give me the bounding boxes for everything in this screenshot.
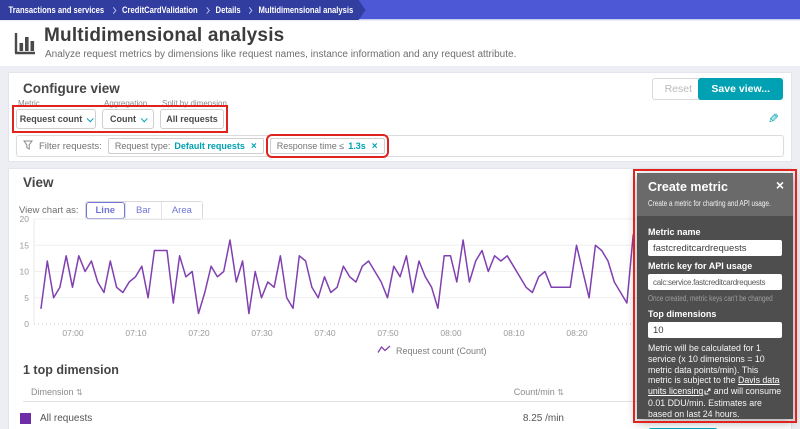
page-subtitle: Analyze request metrics by dimensions li… [45, 49, 517, 60]
svg-text:07:30: 07:30 [251, 328, 273, 338]
chart-legend[interactable]: Request count (Count) [377, 345, 487, 356]
metric-label: Metric [18, 99, 40, 108]
bar-chart-icon [12, 30, 38, 61]
dialog-header: Create metric × Create a metric for char… [637, 173, 793, 216]
page-header: Multidimensional analysis Analyze reques… [0, 21, 800, 66]
configure-view-panel: Configure view Reset Save view... Metric… [8, 72, 792, 162]
metric-name-input[interactable] [648, 240, 782, 256]
split-by-dimension-label: Split by dimension [162, 99, 227, 108]
tab-line[interactable]: Line [85, 202, 126, 219]
breadcrumb-creditcardvalidation[interactable]: CreditCardValidation [122, 5, 198, 15]
column-header-count-per-min[interactable]: Count/min ⇅ [513, 387, 564, 397]
chart-type-switcher: Line Bar Area [84, 201, 203, 220]
svg-text:07:20: 07:20 [188, 328, 210, 338]
series-color-swatch [20, 413, 31, 424]
breadcrumb-separator-icon [203, 6, 210, 14]
dialog-subtitle: Create a metric for charting and API usa… [648, 199, 771, 208]
field-labels: Metric Aggregation Split by dimension [18, 99, 282, 108]
breadcrumb-separator-icon [246, 6, 253, 14]
breadcrumb-transactions-and-services[interactable]: Transactions and services [8, 5, 105, 15]
svg-text:5: 5 [24, 293, 29, 303]
svg-text:0: 0 [24, 319, 29, 329]
metric-dropdown[interactable]: Request count [16, 109, 96, 129]
column-header-dimension[interactable]: Dimension ⇅ [31, 387, 83, 397]
view-title: View [23, 175, 54, 190]
metric-key-note: Once created, metric keys can't be chang… [648, 294, 773, 303]
breadcrumb-separator-icon [110, 6, 117, 14]
chevron-down-icon [140, 114, 148, 122]
table-row-all-requests[interactable]: All requests 8.25 /min [9, 409, 793, 429]
metric-controls-group-annotated: Request count Count All requests [12, 105, 228, 133]
top-dimension-title: 1 top dimension [23, 363, 119, 377]
metric-name-label: Metric name [648, 227, 701, 237]
split-by-dimension-button[interactable]: All requests [160, 109, 224, 129]
breadcrumb-multidimensional-analysis: Multidimensional analysis [258, 5, 354, 15]
breadcrumb-bar: Transactions and services CreditCardVali… [0, 0, 800, 20]
svg-text:07:10: 07:10 [125, 328, 147, 338]
breadcrumb: Transactions and services CreditCardVali… [0, 0, 359, 20]
svg-text:07:50: 07:50 [377, 328, 399, 338]
sort-icon: ⇅ [557, 388, 564, 397]
dialog-body: Metric name Metric key for API usage Onc… [637, 216, 793, 429]
tab-area[interactable]: Area [160, 202, 202, 219]
sort-icon: ⇅ [76, 388, 83, 397]
remove-filter-icon[interactable]: × [371, 140, 378, 152]
close-icon[interactable]: × [775, 177, 784, 193]
configure-view-title: Configure view [23, 81, 120, 96]
filter-requests-bar[interactable]: Filter requests: Request type: Default r… [16, 134, 784, 158]
aggregation-dropdown[interactable]: Count [102, 109, 154, 129]
davis-data-units-licensing-link[interactable]: Davis data units licensing [648, 375, 780, 397]
metric-key-input[interactable] [648, 274, 782, 290]
row-dimension: All requests [40, 413, 93, 424]
top-dimensions-input[interactable] [648, 322, 782, 338]
svg-text:07:40: 07:40 [314, 328, 336, 338]
funnel-icon [23, 137, 33, 155]
filter-tag-request-type[interactable]: Request type: Default requests × [107, 138, 264, 154]
filter-tag-response-time-annotated[interactable]: Response time ≤ 1.3s × [265, 134, 389, 158]
page-title: Multidimensional analysis [44, 25, 285, 46]
svg-text:15: 15 [20, 240, 30, 250]
svg-text:07:00: 07:00 [62, 328, 84, 338]
breadcrumb-details[interactable]: Details [215, 5, 241, 15]
remove-filter-icon[interactable]: × [250, 140, 257, 152]
svg-text:08:10: 08:10 [503, 328, 525, 338]
save-view-button[interactable]: Save view... [698, 78, 783, 100]
external-link-icon [704, 387, 711, 398]
breadcrumb-arrow-end [358, 0, 366, 20]
tab-bar[interactable]: Bar [125, 202, 161, 219]
aggregation-label: Aggregation [104, 99, 148, 108]
edit-pencil-icon[interactable]: ✎ [768, 111, 779, 126]
create-metric-button[interactable]: Create metric [648, 427, 718, 429]
create-metric-dialog-annotated: Create metric × Create a metric for char… [633, 169, 797, 429]
svg-text:08:20: 08:20 [566, 328, 588, 338]
svg-text:10: 10 [20, 267, 30, 277]
metric-key-label: Metric key for API usage [648, 261, 753, 271]
chevron-down-icon [86, 114, 94, 122]
line-series-icon [377, 345, 391, 356]
table-divider [23, 401, 777, 402]
svg-text:08:00: 08:00 [440, 328, 462, 338]
top-dimensions-label: Top dimensions [648, 309, 717, 319]
row-count-per-min: 8.25 /min [522, 413, 564, 424]
dialog-title: Create metric [648, 180, 728, 194]
filter-requests-label: Filter requests: [39, 140, 102, 152]
metric-consumption-info: Metric will be calculated for 1 service … [648, 343, 782, 419]
view-chart-as-label: View chart as: [19, 205, 79, 216]
reset-button[interactable]: Reset [651, 78, 705, 100]
svg-text:20: 20 [20, 215, 30, 224]
